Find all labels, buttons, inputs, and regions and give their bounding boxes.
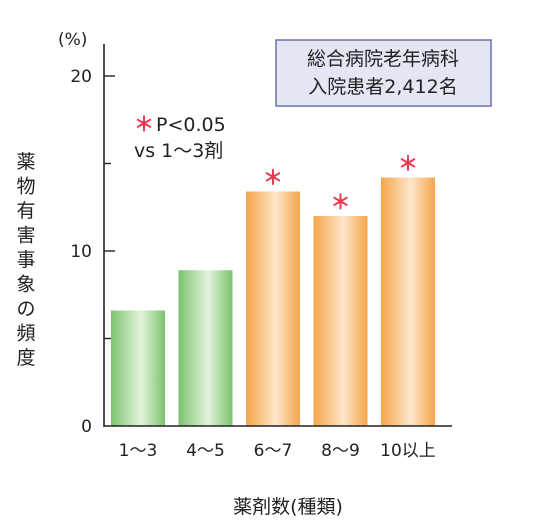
y-axis-title-char: 有: [16, 200, 35, 222]
significance-note-line-2: vs 1〜3剤: [134, 140, 223, 162]
significance-note-line-1: P<0.05: [156, 114, 226, 136]
x-tick-label: 6〜7: [254, 441, 293, 461]
bar-1: [111, 310, 165, 426]
bar-5: [381, 177, 435, 426]
significance-marker: ＊: [331, 190, 351, 214]
y-unit-label: (%): [58, 30, 87, 50]
y-axis-title-char: 象: [16, 274, 35, 296]
info-box-line-1: 総合病院老年病科: [307, 48, 459, 70]
x-tick-label: 4〜5: [186, 441, 225, 461]
bar-series: ＊ ＊ ＊: [111, 152, 435, 426]
y-axis-title-char: 度: [16, 347, 35, 369]
y-tick-label: 10: [70, 242, 92, 262]
y-tick-label: 20: [70, 67, 92, 87]
x-tick-label: 8〜9: [321, 441, 360, 461]
info-box-line-2: 入院患者2,412名: [308, 76, 457, 98]
x-axis-title: 薬剤数(種類): [233, 496, 343, 518]
x-tick-label: 1〜3: [119, 441, 158, 461]
bar-4: [313, 216, 368, 426]
significance-note: ＊ P<0.05 vs 1〜3剤: [134, 112, 226, 162]
y-axis-title-char: 物: [16, 176, 35, 198]
bar-3: [246, 191, 300, 426]
y-axis-title-char: 害: [16, 225, 35, 247]
y-axis-title-char: 薬: [16, 151, 35, 173]
bar-2: [178, 270, 233, 426]
x-tick-label: 10以上: [380, 441, 436, 461]
info-box-frame: [275, 39, 492, 107]
y-axis-title-char: の: [16, 298, 35, 320]
y-axis-title-char: 事: [16, 249, 35, 271]
info-box: 総合病院老年病科 入院患者2,412名: [275, 39, 492, 107]
significance-marker: ＊: [263, 166, 283, 190]
axes: [103, 44, 452, 427]
y-tick-label: 0: [81, 417, 92, 437]
x-tick-labels: 1〜3 4〜5 6〜7 8〜9 10以上: [119, 441, 436, 461]
y-tick-labels: 0 10 20: [70, 67, 92, 437]
y-axis-title-char: 頻: [16, 323, 35, 345]
significance-marker: ＊: [398, 152, 418, 176]
significance-note-marker: ＊: [134, 112, 154, 136]
